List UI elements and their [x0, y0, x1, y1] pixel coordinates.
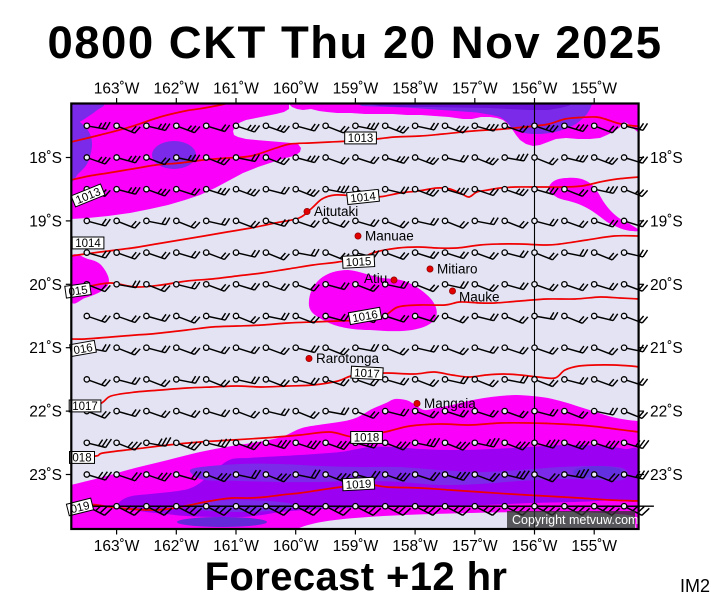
- svg-text:018: 018: [72, 453, 91, 465]
- svg-text:015: 015: [68, 284, 89, 299]
- svg-text:21˚S: 21˚S: [29, 340, 62, 357]
- svg-text:Manuae: Manuae: [365, 229, 414, 244]
- svg-text:162˚W: 162˚W: [153, 538, 199, 555]
- svg-text:23˚S: 23˚S: [650, 467, 683, 484]
- svg-text:Rarotonga: Rarotonga: [316, 351, 380, 366]
- svg-text:18˚S: 18˚S: [650, 150, 683, 167]
- svg-text:1017: 1017: [72, 401, 98, 413]
- svg-text:Mitiaro: Mitiaro: [437, 262, 478, 277]
- svg-text:0800 CKT Thu 20 Nov 2025: 0800 CKT Thu 20 Nov 2025: [47, 17, 662, 68]
- svg-text:162˚W: 162˚W: [153, 81, 199, 98]
- svg-text:161˚W: 161˚W: [213, 81, 259, 98]
- svg-text:016: 016: [73, 342, 94, 357]
- svg-text:157˚W: 157˚W: [452, 538, 498, 555]
- svg-text:159˚W: 159˚W: [333, 81, 379, 98]
- svg-text:22˚S: 22˚S: [650, 404, 683, 421]
- svg-text:019: 019: [70, 500, 92, 516]
- svg-text:1019: 1019: [345, 478, 371, 491]
- svg-text:1013: 1013: [348, 133, 374, 145]
- svg-text:23˚S: 23˚S: [29, 467, 62, 484]
- svg-text:1014: 1014: [350, 191, 377, 206]
- svg-text:19˚S: 19˚S: [29, 213, 62, 230]
- svg-text:22˚S: 22˚S: [29, 404, 62, 421]
- svg-text:160˚W: 160˚W: [273, 81, 319, 98]
- svg-text:1015: 1015: [345, 256, 371, 269]
- svg-text:163˚W: 163˚W: [94, 81, 140, 98]
- svg-text:1016: 1016: [352, 309, 379, 325]
- svg-text:158˚W: 158˚W: [392, 538, 438, 555]
- svg-text:IM2: IM2: [680, 576, 710, 596]
- svg-text:Copyright metvuw.com: Copyright metvuw.com: [512, 513, 638, 527]
- svg-text:18˚S: 18˚S: [29, 150, 62, 167]
- svg-text:Mangaia: Mangaia: [424, 396, 476, 411]
- svg-text:1018: 1018: [354, 433, 380, 445]
- svg-text:155˚W: 155˚W: [571, 81, 617, 98]
- svg-text:159˚W: 159˚W: [333, 538, 379, 555]
- svg-text:Forecast +12 hr: Forecast +12 hr: [205, 555, 508, 599]
- svg-text:155˚W: 155˚W: [571, 538, 617, 555]
- svg-text:1014: 1014: [75, 238, 101, 250]
- svg-text:1017: 1017: [354, 367, 380, 380]
- svg-text:Aitutaki: Aitutaki: [314, 204, 358, 219]
- svg-text:20˚S: 20˚S: [29, 277, 62, 294]
- svg-text:158˚W: 158˚W: [392, 81, 438, 98]
- svg-text:Atiu: Atiu: [364, 271, 387, 286]
- svg-text:163˚W: 163˚W: [94, 538, 140, 555]
- svg-text:21˚S: 21˚S: [650, 340, 683, 357]
- svg-text:160˚W: 160˚W: [273, 538, 319, 555]
- svg-text:156˚W: 156˚W: [512, 538, 558, 555]
- svg-text:20˚S: 20˚S: [650, 277, 683, 294]
- svg-text:19˚S: 19˚S: [650, 213, 683, 230]
- svg-text:Mauke: Mauke: [459, 290, 500, 305]
- svg-text:156˚W: 156˚W: [512, 81, 558, 98]
- svg-text:161˚W: 161˚W: [213, 538, 259, 555]
- svg-text:157˚W: 157˚W: [452, 81, 498, 98]
